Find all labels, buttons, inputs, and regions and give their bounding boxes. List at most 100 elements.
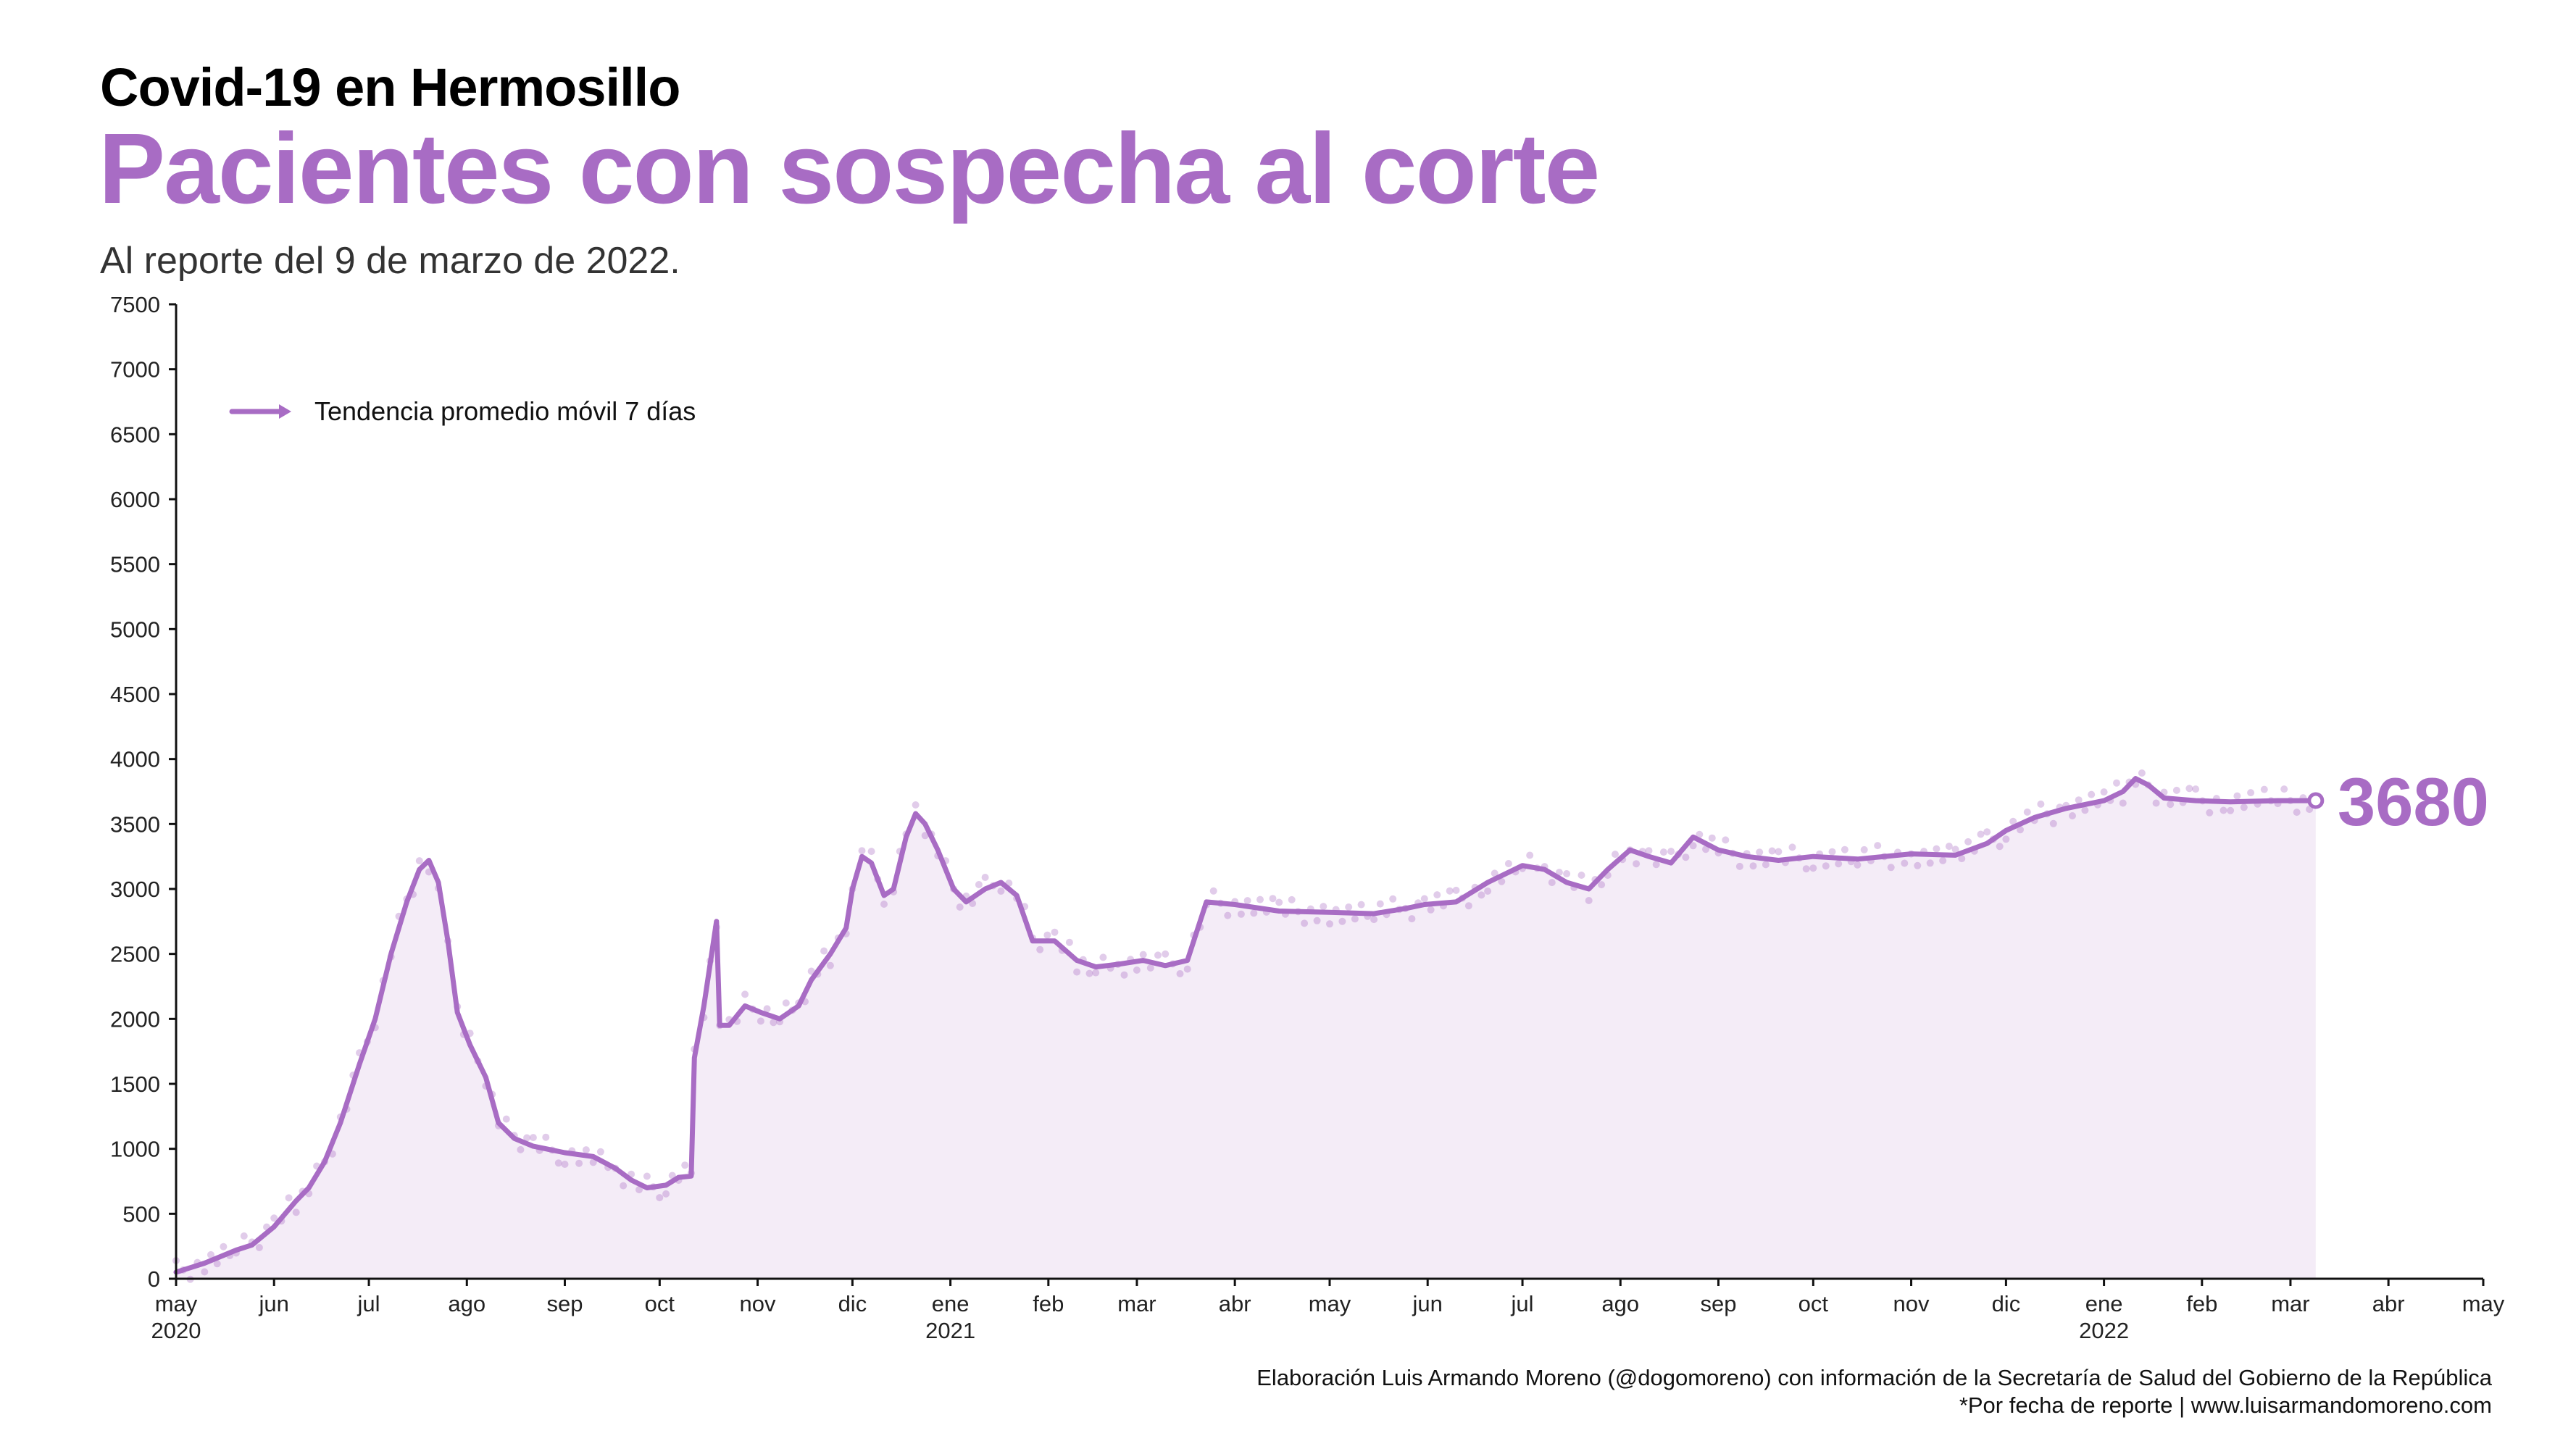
y-tick-label: 6000: [110, 487, 160, 512]
daily-point: [1933, 845, 1941, 853]
x-tick-label: ene: [2085, 1291, 2123, 1316]
daily-point: [1389, 895, 1397, 903]
daily-point: [1376, 900, 1384, 908]
daily-point: [741, 990, 749, 998]
daily-point: [1526, 851, 1534, 859]
daily-point: [1085, 969, 1093, 977]
daily-point: [1841, 845, 1848, 853]
daily-point: [1874, 842, 1882, 850]
daily-point: [1828, 848, 1836, 856]
daily-point: [1645, 847, 1653, 855]
daily-point: [1370, 916, 1378, 924]
daily-point: [763, 1005, 771, 1013]
series-area-fill: [176, 778, 2316, 1279]
daily-point: [1256, 895, 1264, 903]
daily-point: [1914, 861, 1922, 869]
daily-point: [2049, 819, 2057, 827]
daily-point: [635, 1186, 643, 1194]
daily-point: [1548, 879, 1556, 887]
daily-point: [523, 1134, 531, 1142]
daily-point: [2023, 808, 2031, 816]
daily-point: [1146, 964, 1154, 972]
daily-point: [1612, 851, 1619, 859]
legend-label: Tendencia promedio móvil 7 días: [314, 396, 696, 426]
daily-point: [1498, 877, 1506, 885]
x-tick-label: nov: [740, 1291, 776, 1316]
daily-point: [858, 847, 866, 855]
daily-point: [2167, 801, 2175, 809]
last-value-label: 3680: [2338, 764, 2489, 840]
x-tick-label: ago: [1601, 1291, 1639, 1316]
x-tick-label: mar: [1117, 1291, 1156, 1316]
footer-credit: Elaboración Luis Armando Moreno (@dogomo…: [1256, 1365, 2492, 1390]
daily-point: [2240, 803, 2248, 811]
x-tick-label: ago: [448, 1291, 485, 1316]
daily-point: [1224, 911, 1232, 919]
daily-point: [997, 888, 1005, 895]
daily-point: [1722, 836, 1730, 844]
x-tick-label: feb: [1033, 1291, 1064, 1316]
daily-point: [956, 903, 964, 911]
daily-point: [1835, 860, 1843, 868]
legend-arrow-icon: [279, 404, 291, 419]
daily-point: [1939, 856, 1947, 864]
daily-point: [1951, 845, 1959, 853]
daily-point: [1702, 845, 1709, 853]
daily-point: [770, 1019, 778, 1027]
daily-point: [2138, 769, 2146, 777]
y-tick-label: 2000: [110, 1006, 160, 1032]
x-tick-label: dic: [838, 1291, 867, 1316]
daily-point: [1250, 909, 1258, 917]
y-tick-label: 1500: [110, 1072, 160, 1097]
daily-point: [1043, 931, 1051, 939]
daily-point: [2293, 809, 2301, 817]
daily-point: [1977, 830, 1985, 838]
daily-point: [1099, 953, 1107, 961]
daily-point: [807, 967, 815, 975]
daily-point: [1996, 843, 2004, 851]
daily-point: [2081, 806, 2089, 814]
daily-point: [921, 832, 929, 840]
y-tick-label: 3000: [110, 877, 160, 902]
daily-point: [1682, 853, 1690, 861]
daily-point: [255, 1244, 263, 1251]
daily-point: [1958, 855, 1966, 863]
x-tick-label: nov: [1893, 1291, 1930, 1316]
daily-point: [1288, 895, 1296, 903]
daily-point: [867, 848, 875, 856]
daily-point: [2100, 788, 2108, 796]
daily-point: [1065, 938, 1073, 946]
daily-point: [2075, 796, 2083, 804]
daily-point: [662, 1190, 670, 1198]
daily-point: [1301, 919, 1309, 927]
x-tick-label: mar: [2271, 1291, 2309, 1316]
daily-point: [1154, 951, 1162, 959]
daily-point: [1585, 897, 1593, 904]
daily-point: [1563, 870, 1571, 877]
daily-point: [820, 947, 828, 955]
y-tick-label: 500: [122, 1201, 160, 1227]
daily-point: [270, 1214, 278, 1222]
daily-point: [975, 881, 983, 888]
daily-point: [2206, 809, 2214, 817]
daily-point: [981, 874, 989, 881]
footer-note: *Por fecha de reporte | www.luisarmandom…: [1959, 1392, 2492, 1418]
daily-point: [292, 1208, 300, 1216]
daily-point: [826, 961, 834, 969]
daily-point: [529, 1134, 537, 1142]
daily-point: [285, 1194, 293, 1202]
series-line: [173, 776, 2319, 1275]
daily-point: [2119, 799, 2127, 807]
daily-point: [1446, 887, 1454, 895]
daily-point: [1464, 902, 1472, 910]
daily-point: [1659, 848, 1667, 856]
daily-point: [1313, 916, 1321, 924]
daily-point: [1275, 898, 1283, 906]
daily-point: [1768, 847, 1776, 855]
y-tick-label: 7000: [110, 357, 160, 383]
x-tick-label: oct: [1798, 1291, 1829, 1316]
daily-point: [681, 1161, 689, 1169]
daily-point: [2233, 792, 2241, 800]
x-tick-label: jun: [1412, 1291, 1443, 1316]
x-tick-label: abr: [2372, 1291, 2405, 1316]
